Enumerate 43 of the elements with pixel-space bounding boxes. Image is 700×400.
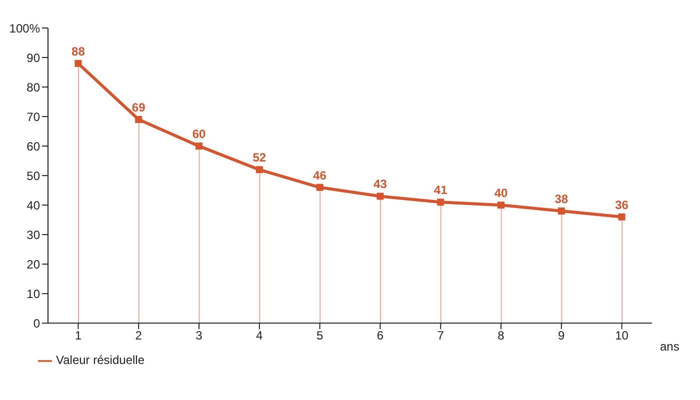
data-label: 60 xyxy=(192,127,206,142)
y-tick-label: 90 xyxy=(26,50,40,65)
y-tick-label: 70 xyxy=(26,110,40,124)
point xyxy=(618,213,626,220)
data-label: 36 xyxy=(615,198,629,212)
x-tick-label: 3 xyxy=(196,328,203,343)
point xyxy=(196,142,202,150)
y-tick-label: 50 xyxy=(26,168,40,183)
x-tick-label: 2 xyxy=(135,328,142,343)
y-tick-label: 80 xyxy=(26,80,40,94)
y-tick-label: 10 xyxy=(26,286,40,301)
data-label: 38 xyxy=(554,192,568,206)
data-label: 46 xyxy=(313,168,327,182)
data-label: 43 xyxy=(374,177,388,192)
x-tick-label: 5 xyxy=(316,328,324,343)
data-label: 41 xyxy=(434,183,448,198)
y-tick-label: 40 xyxy=(26,198,40,212)
legend-label: Valeur résiduelle xyxy=(56,353,144,368)
point xyxy=(558,208,565,215)
x-tick-label: 9 xyxy=(558,328,566,343)
x-tick-label: 6 xyxy=(376,328,384,343)
x-axis-title: ans xyxy=(660,339,680,354)
x-tick-label: 4 xyxy=(256,328,264,343)
data-label: 40 xyxy=(494,186,508,200)
point xyxy=(135,116,142,124)
x-tick-label: 7 xyxy=(437,328,444,343)
x-tick-label: 10 xyxy=(615,328,629,343)
y-tick-label: 100% xyxy=(9,21,40,36)
point xyxy=(316,184,324,191)
y-tick-label: 20 xyxy=(26,257,40,272)
data-label: 88 xyxy=(72,44,86,58)
y-tick-label: 30 xyxy=(26,228,40,242)
point xyxy=(256,166,263,174)
data-label: 69 xyxy=(132,100,146,115)
x-tick-label: 8 xyxy=(498,328,505,343)
y-tick-label: 0 xyxy=(33,316,40,330)
data-label: 52 xyxy=(252,150,266,165)
point xyxy=(74,60,82,67)
x-tick-label: 1 xyxy=(74,328,82,343)
point xyxy=(498,202,504,209)
y-tick-label: 60 xyxy=(26,139,40,154)
point xyxy=(437,198,444,206)
point xyxy=(376,192,384,200)
